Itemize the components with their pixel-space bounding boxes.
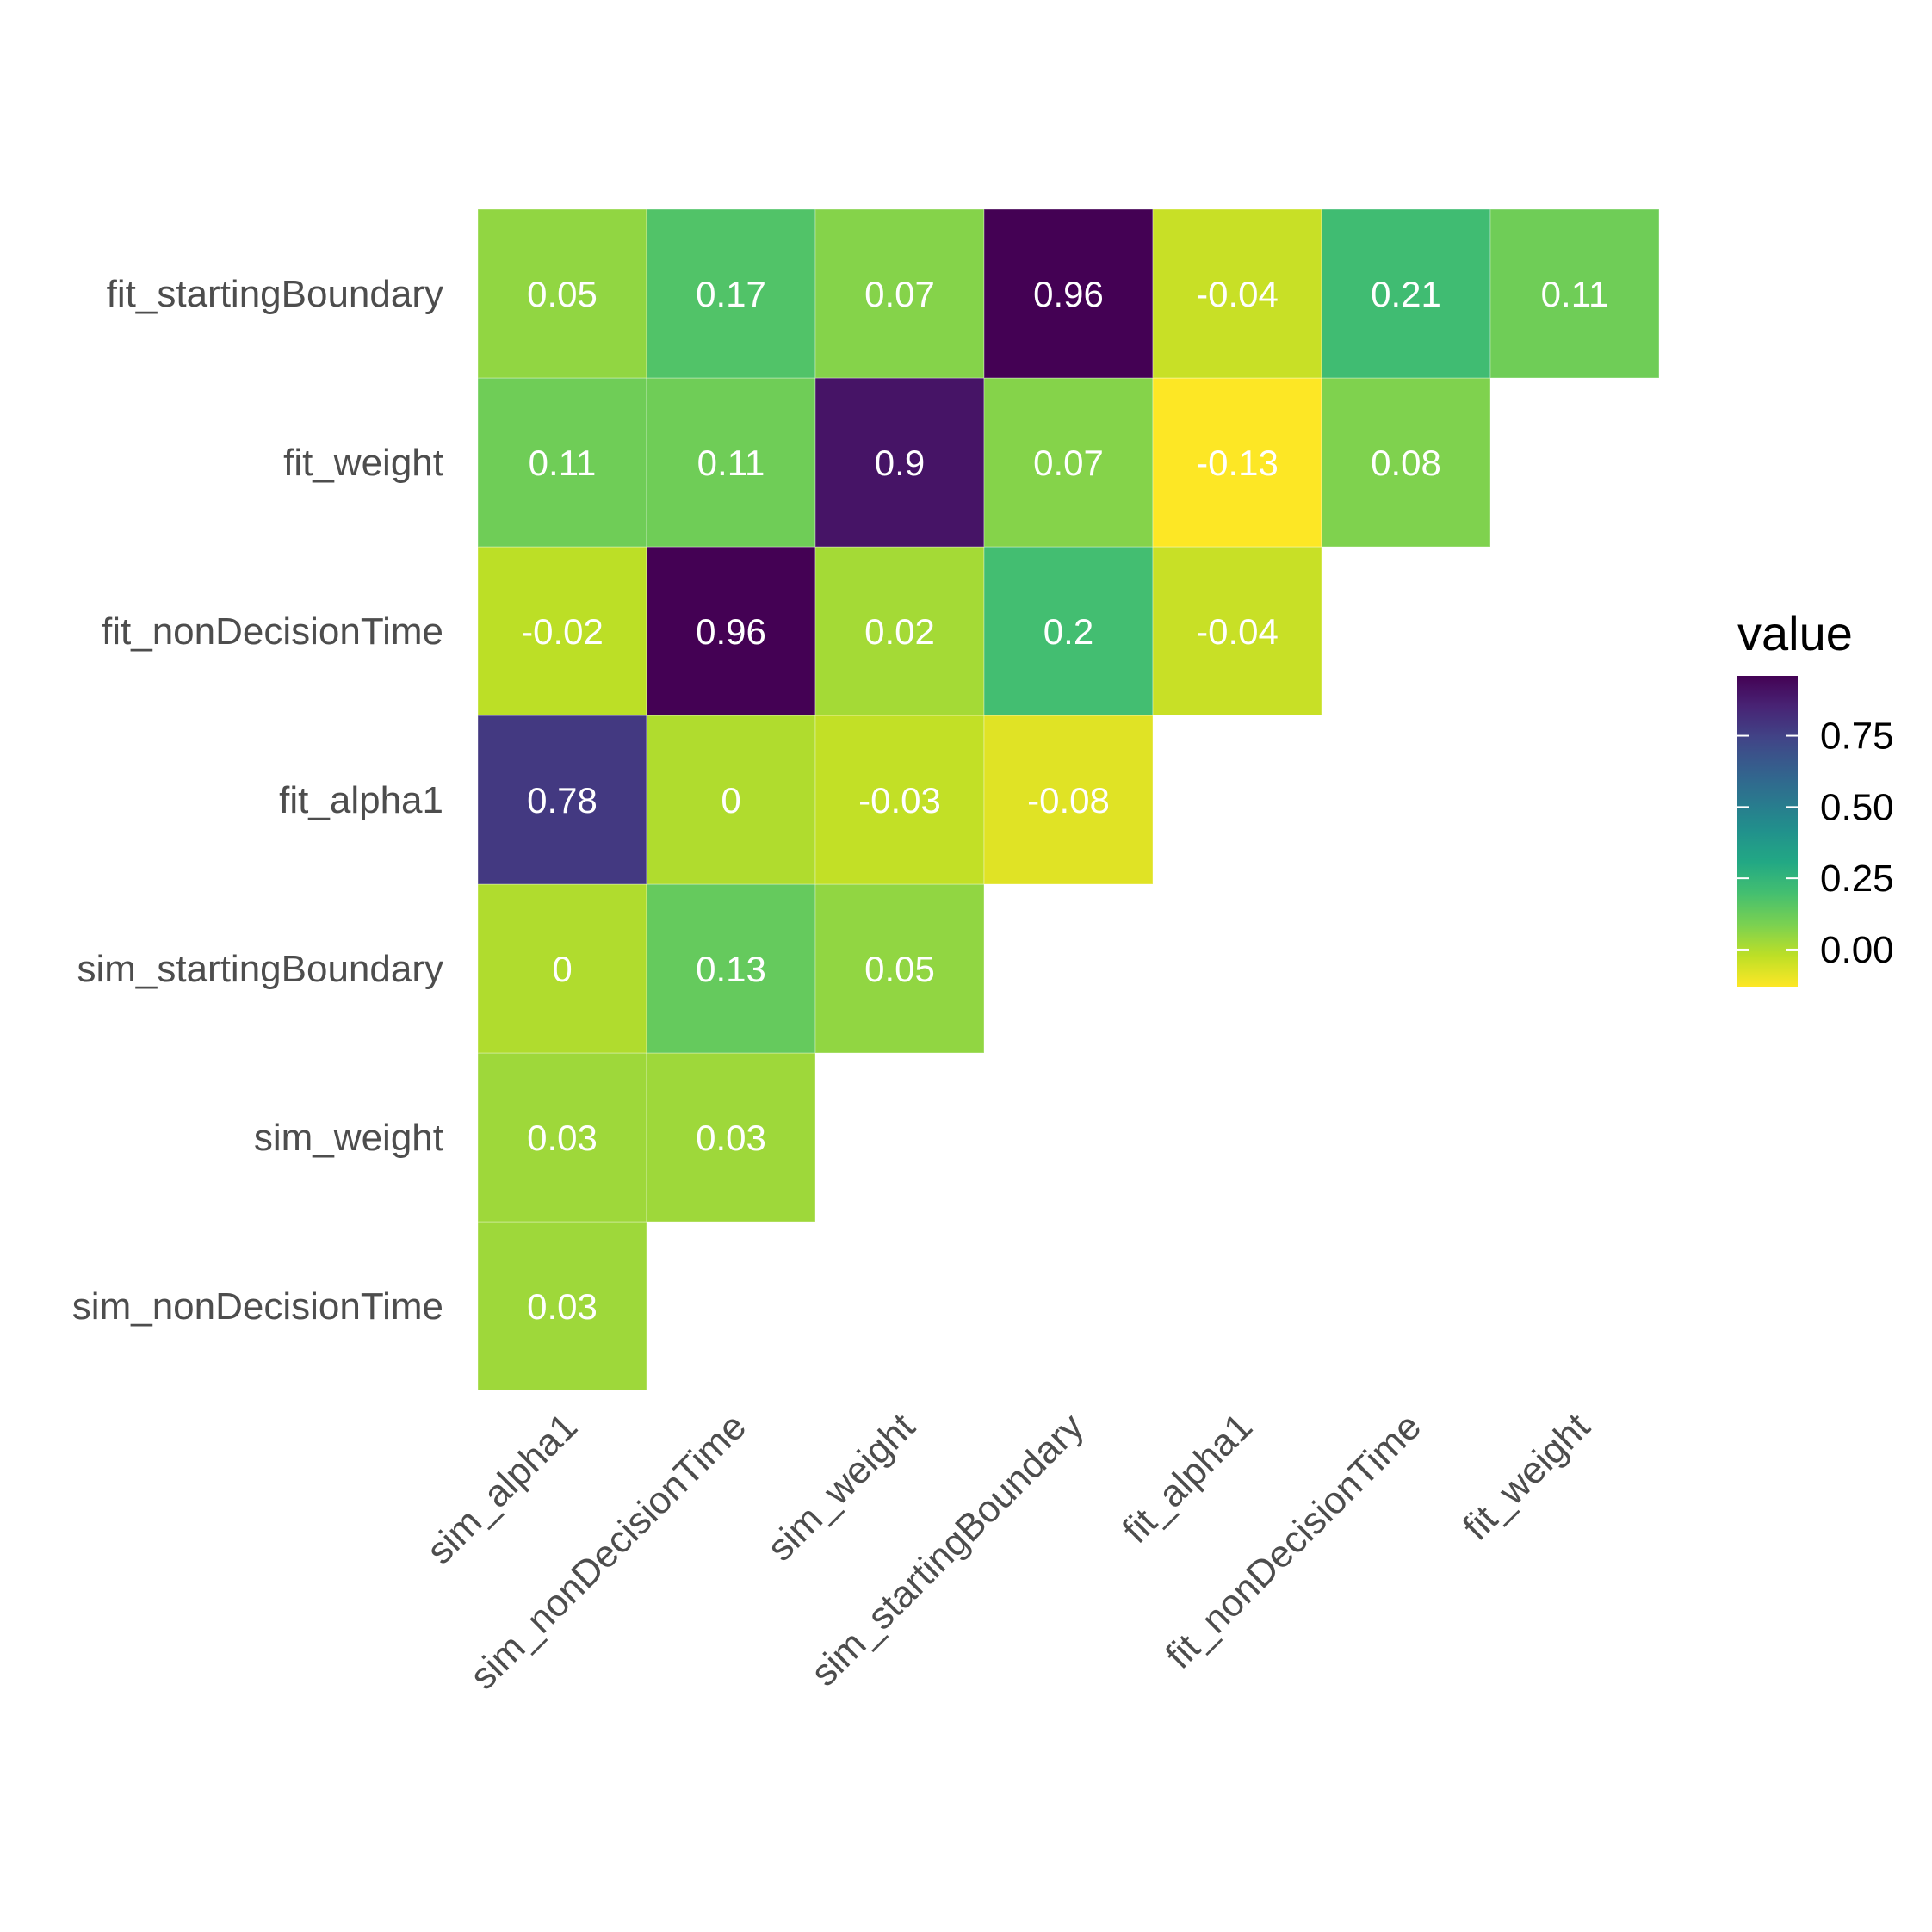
- cell-value-label: 0.08: [1371, 443, 1441, 483]
- legend-tick-label: 0.25: [1820, 858, 1894, 900]
- legend-title: value: [1737, 606, 1853, 660]
- heatmap-cell: [983, 377, 1154, 548]
- cell-value-label: 0: [721, 780, 740, 820]
- legend-tick-label: 0.75: [1820, 715, 1894, 758]
- x-tick-label: sim_nonDecisionTime: [462, 1405, 755, 1698]
- heatmap-cell: [814, 546, 985, 716]
- heatmap-cell: [983, 208, 1154, 379]
- cell-value-label: 0.96: [1033, 274, 1104, 314]
- cell-value-labels: 0.03 0.03 0.03 0 0.13 0.05 0.78 0 -0.03 -0.08 -0.0…: [521, 274, 1608, 1327]
- y-axis-tick-labels: sim_nonDecisionTime sim_weight sim_startin…: [72, 273, 443, 1328]
- heatmap-cell: [1152, 546, 1322, 716]
- legend-tick-label: 0.00: [1820, 929, 1894, 971]
- cell-value-label: 0.78: [527, 780, 598, 820]
- x-tick-label: sim_weight: [759, 1405, 923, 1569]
- heatmap-cell: [477, 1052, 647, 1223]
- cell-value-label: 0.03: [696, 1118, 766, 1158]
- legend-colorbar: [1737, 676, 1798, 987]
- cell-value-label: 0.13: [696, 949, 766, 989]
- y-tick-label: fit_alpha1: [279, 779, 443, 821]
- heatmap-cell: [814, 377, 985, 548]
- cell-value-label: 0.11: [697, 443, 765, 483]
- cell-value-label: 0.2: [1043, 611, 1093, 652]
- cell-value-label: 0.03: [527, 1118, 598, 1158]
- cell-value-label: 0.11: [529, 443, 597, 483]
- y-tick-label: sim_nonDecisionTime: [72, 1285, 443, 1328]
- heatmap-cell: [1489, 208, 1660, 379]
- heatmap-cell: [477, 1221, 647, 1391]
- cell-value-label: 0.07: [1033, 443, 1104, 483]
- x-tick-label: sim_startingBoundary: [803, 1405, 1093, 1694]
- cell-value-label: 0.05: [527, 274, 598, 314]
- cell-value-label: 0.17: [696, 274, 766, 314]
- x-tick-label: fit_weight: [1455, 1405, 1598, 1548]
- y-tick-label: sim_weight: [254, 1117, 443, 1159]
- cell-value-label: -0.08: [1027, 780, 1110, 820]
- cell-value-label: 0.9: [875, 443, 925, 483]
- legend-tick-label: 0.50: [1820, 786, 1894, 828]
- cell-value-label: 0: [552, 949, 572, 989]
- color-legend: value 0.75 0.50 0.25 0.00: [1737, 606, 1894, 987]
- heatmap-cell: [1152, 377, 1322, 548]
- y-tick-label: fit_weight: [283, 442, 443, 484]
- cell-value-label: -0.04: [1196, 274, 1279, 314]
- cell-value-label: -0.02: [521, 611, 604, 652]
- heatmap-cells: [477, 208, 1660, 1391]
- cell-value-label: 0.07: [864, 274, 935, 314]
- heatmap-cell: [814, 715, 985, 885]
- cell-value-label: 0.03: [527, 1286, 598, 1327]
- heatmap-cell: [646, 208, 816, 379]
- heatmap-cell: [477, 377, 647, 548]
- y-tick-label: fit_nonDecisionTime: [102, 610, 443, 653]
- legend-ticks: 0.75 0.50 0.25 0.00: [1737, 715, 1894, 971]
- heatmap-cell: [983, 715, 1154, 885]
- heatmap-cell: [477, 883, 647, 1054]
- heatmap-cell: [646, 883, 816, 1054]
- heatmap-cell: [1321, 377, 1491, 548]
- cell-value-label: -0.03: [858, 780, 941, 820]
- cell-value-label: 0.02: [864, 611, 935, 652]
- heatmap-cell: [814, 883, 985, 1054]
- cell-value-label: 0.11: [1541, 274, 1609, 314]
- cell-value-label: 0.96: [696, 611, 766, 652]
- heatmap-cell: [646, 546, 816, 716]
- heatmap-cell: [477, 208, 647, 379]
- heatmap-cell: [646, 715, 816, 885]
- cell-value-label: 0.21: [1371, 274, 1441, 314]
- y-tick-label: fit_startingBoundary: [107, 273, 443, 315]
- heatmap-cell: [477, 715, 647, 885]
- heatmap-cell: [1321, 208, 1491, 379]
- x-tick-label: fit_alpha1: [1114, 1405, 1260, 1551]
- heatmap-cell: [646, 377, 816, 548]
- cell-value-label: -0.04: [1196, 611, 1279, 652]
- x-tick-label: sim_alpha1: [418, 1405, 585, 1572]
- cell-value-label: 0.05: [864, 949, 935, 989]
- cell-value-label: -0.13: [1196, 443, 1279, 483]
- y-tick-label: sim_startingBoundary: [77, 948, 443, 990]
- heatmap-cell: [1152, 208, 1322, 379]
